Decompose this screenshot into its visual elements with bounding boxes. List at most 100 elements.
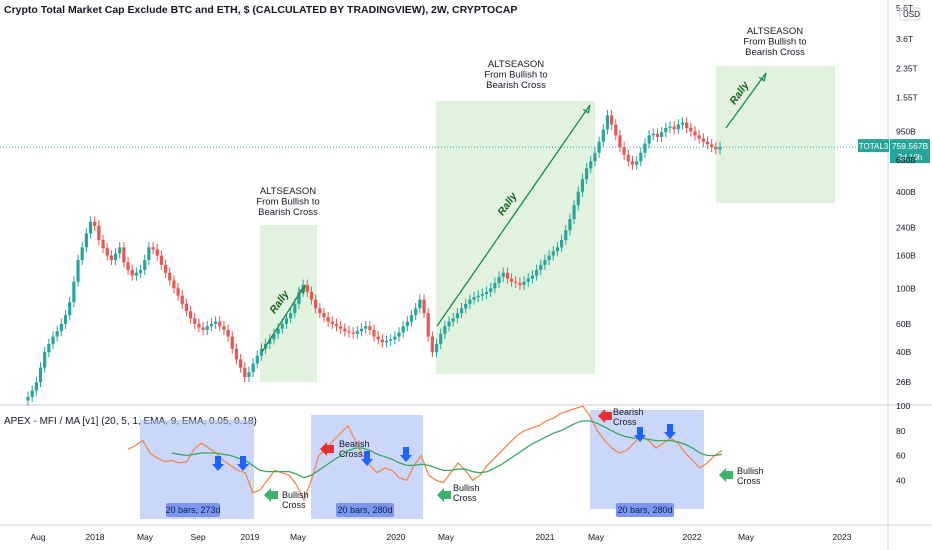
y-tick-label: 160B (896, 251, 916, 261)
candle-body (180, 295, 184, 304)
altseason-box (260, 225, 317, 382)
candle-body (635, 161, 639, 165)
symbol-label: TOTAL3 (859, 142, 889, 151)
x-tick-label: 2021 (536, 532, 555, 542)
candle-body (330, 321, 334, 324)
candle-body (343, 328, 347, 332)
altseason-label: ALTSEASON From Bullish to Bearish Cross (743, 26, 806, 58)
bullish-cross-label: Bullish Cross (282, 490, 309, 510)
y-tick-label: 950B (896, 127, 916, 137)
y-tick-label: 1.55T (896, 92, 918, 102)
currency-label: USD (903, 10, 920, 19)
bearish-cross-marker (237, 456, 249, 471)
candle-body (555, 247, 560, 252)
candle-body (643, 143, 647, 153)
candle-body (289, 313, 293, 319)
rally-arrow (725, 72, 767, 129)
bullish-cross-label: Bullish Cross (453, 483, 480, 503)
candle-body (480, 294, 484, 296)
candle-body (80, 247, 84, 261)
ma-line (171, 420, 723, 479)
candle-body (547, 255, 551, 261)
candle-body (213, 321, 218, 324)
candle-body (647, 135, 651, 144)
bearish-cross-marker (361, 451, 373, 466)
bullish-arrow (264, 488, 278, 502)
bearish-cross-marker (664, 424, 676, 439)
candle-body (668, 126, 672, 128)
candle-body (168, 272, 172, 281)
candle-body (472, 297, 476, 300)
candle-body (559, 240, 564, 248)
rally-arrow-head (582, 104, 591, 114)
altseason-label: ALTSEASON From Bullish to Bearish Cross (256, 186, 319, 218)
candle-body (655, 133, 660, 137)
ind-y-tick-label: 100 (896, 401, 910, 411)
candle-body (247, 372, 251, 377)
candle-body (305, 284, 309, 292)
candle-body (530, 275, 535, 279)
candle-body (251, 363, 255, 373)
x-tick-label: May (290, 532, 307, 542)
candle-body (580, 179, 585, 192)
candle-body (714, 147, 718, 150)
candle-body (426, 313, 430, 337)
candle-body (355, 331, 359, 334)
candle-body (218, 321, 222, 327)
candle-body (326, 317, 330, 322)
bullish-cross-label: Bullish Cross (737, 466, 764, 486)
altseason-box (436, 101, 595, 374)
candle-body (543, 260, 547, 265)
candle-body (489, 288, 493, 292)
candle-body (47, 343, 51, 353)
candle-body (101, 240, 105, 249)
candle-body (372, 329, 376, 337)
ind-y-tick-label: 40 (896, 475, 906, 485)
candle-body (309, 291, 314, 300)
cross-period-box (140, 420, 254, 519)
bar-count-label: 20 bars, 280d (617, 505, 672, 515)
candle-body (639, 152, 643, 162)
candle-body (26, 397, 30, 401)
candle-body (280, 323, 284, 329)
candle-body (243, 367, 247, 377)
candle-body (405, 321, 409, 327)
symbol-tag (858, 139, 889, 153)
candle-body (380, 339, 384, 343)
candle-body (184, 303, 189, 312)
candle-body (151, 247, 155, 250)
candle-body (138, 270, 143, 273)
rally-arrow-head (758, 72, 767, 82)
bar-count-tag (336, 503, 394, 517)
candle-body (126, 262, 130, 271)
candle-body (159, 255, 163, 265)
candle-body (359, 328, 364, 332)
candle-body (614, 124, 618, 136)
candle-body (113, 253, 118, 261)
price-label: 759.567B (892, 141, 929, 151)
candle-body (680, 122, 685, 125)
bearish-cross-marker (634, 427, 646, 442)
candle-body (430, 336, 434, 353)
altseason-box (716, 66, 835, 203)
candle-body (597, 141, 601, 153)
candle-body (234, 348, 239, 360)
candle-body (51, 336, 55, 344)
cross-period-box (590, 410, 704, 509)
ind-y-tick-label: 60 (896, 451, 906, 461)
candle-body (205, 326, 209, 330)
x-tick-label: 2019 (241, 532, 260, 542)
candle-body (685, 122, 689, 128)
candle-body (522, 281, 526, 285)
candle-body (376, 336, 380, 340)
candle-body (314, 299, 318, 309)
candle-body (389, 339, 393, 341)
chart-title: Crypto Total Market Cap Exclude BTC and … (4, 4, 518, 16)
candle-body (451, 318, 455, 322)
candle-body (664, 127, 668, 133)
candle-body (409, 315, 414, 322)
candle-body (672, 126, 676, 130)
candle-body (397, 332, 401, 337)
y-tick-label: 3.6T (896, 34, 913, 44)
candle-body (97, 225, 101, 241)
